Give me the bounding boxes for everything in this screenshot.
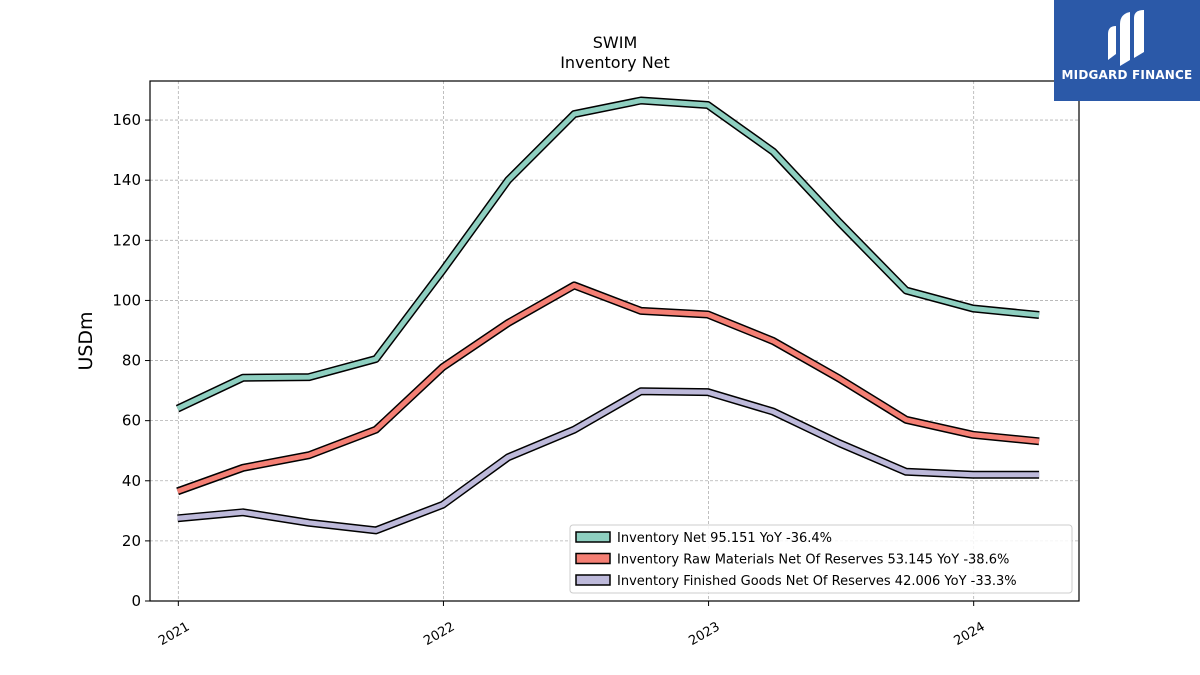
logo-mark-icon — [1108, 10, 1144, 66]
series-line-2 — [176, 281, 1040, 496]
legend: Inventory Net 95.151 YoY -36.4% Inventory… — [569, 524, 1073, 594]
y-tick-label: 120 — [112, 231, 141, 249]
grid-lines — [150, 81, 1079, 602]
x-tick-label: 2022 — [421, 619, 457, 649]
x-tick-label: 2021 — [156, 619, 192, 649]
legend-swatch — [575, 552, 611, 565]
x-tick-label: 2024 — [952, 619, 988, 649]
series-line-3 — [177, 387, 1040, 535]
y-tick-label: 80 — [122, 352, 141, 370]
legend-box — [569, 524, 1073, 594]
y-tick-label: 40 — [122, 472, 141, 490]
series-lines — [175, 96, 1040, 535]
chart-subtitle: Inventory Net — [560, 53, 670, 72]
x-axis-ticks: 2021 2022 2023 2024 — [156, 601, 988, 649]
y-tick-label: 140 — [112, 171, 141, 189]
series-line-fill — [176, 282, 1040, 494]
y-tick-label: 100 — [112, 291, 141, 309]
series-line-1 — [175, 96, 1040, 413]
y-axis-label: USDm — [75, 311, 97, 370]
legend-label: Inventory Net 95.151 YoY -36.4% — [617, 531, 832, 546]
plot-frame — [149, 80, 1080, 602]
legend-swatch — [575, 531, 611, 543]
y-tick-label: 60 — [122, 412, 141, 430]
x-tick-label: 2023 — [686, 619, 722, 649]
logo-text: MIDGARD FINANCE — [1061, 68, 1193, 82]
series-line-outline — [176, 281, 1040, 496]
legend-label: Inventory Raw Materials Net Of Reserves … — [617, 553, 1009, 568]
y-tick-label: 20 — [122, 532, 141, 550]
y-tick-label: 0 — [131, 592, 141, 610]
midgard-finance-logo: MIDGARD FINANCE — [1054, 0, 1200, 101]
chart-title: SWIM — [593, 33, 638, 52]
y-axis-ticks: 0 20 40 60 80 100 120 140 160 — [112, 111, 150, 610]
series-line-fill — [176, 98, 1040, 411]
series-line-fill — [177, 388, 1040, 533]
series-line-outline — [175, 96, 1040, 413]
legend-label: Inventory Finished Goods Net Of Reserves… — [617, 574, 1017, 589]
y-tick-label: 160 — [112, 111, 141, 129]
legend-swatch — [575, 574, 611, 586]
